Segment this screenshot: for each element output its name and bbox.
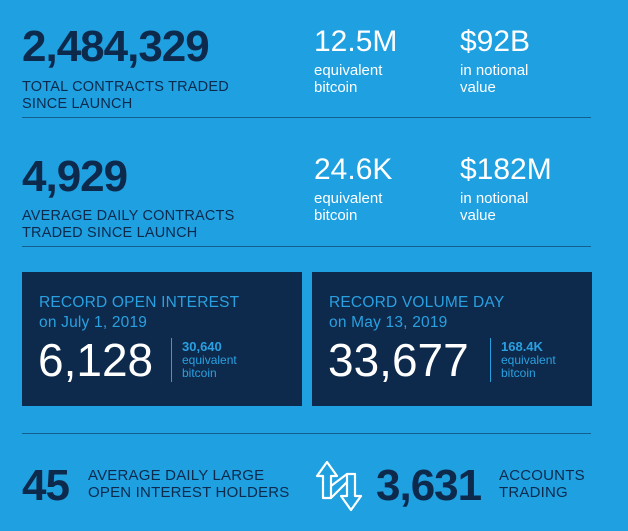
- avg-notional-value: $182M in notional value: [460, 153, 552, 225]
- total-contracts-value: 2,484,329: [22, 22, 210, 71]
- stat-label-line1: equivalent: [314, 190, 383, 207]
- holders-label-line1: AVERAGE DAILY LARGE: [88, 467, 265, 484]
- divider: [22, 117, 591, 118]
- holders-label-line2: OPEN INTEREST HOLDERS: [88, 484, 290, 501]
- card-sub-value: 30,640: [182, 339, 222, 354]
- stat-label-line1: in notional: [460, 62, 529, 79]
- accounts-trading-value: 3,631: [376, 461, 482, 510]
- accounts-label-line2: TRADING: [499, 484, 568, 501]
- stat-label-line2: value: [460, 207, 496, 224]
- accounts-trading-label: ACCOUNTS TRADING: [499, 467, 585, 501]
- stat-value: 24.6K: [314, 153, 393, 186]
- accounts-label-line1: ACCOUNTS: [499, 467, 585, 484]
- stat-label-line2: value: [460, 79, 496, 96]
- card-sub-stat: 168.4K equivalent bitcoin: [501, 339, 556, 380]
- large-oi-holders-value: 45: [22, 461, 70, 510]
- stat-label-line1: equivalent: [314, 62, 383, 79]
- card-title: RECORD VOLUME DAY: [329, 294, 505, 311]
- card-value: 6,128: [38, 334, 154, 386]
- card-title: RECORD OPEN INTEREST: [39, 294, 240, 311]
- large-oi-holders-label: AVERAGE DAILY LARGE OPEN INTEREST HOLDER…: [88, 467, 289, 501]
- card-sub-label-line2: bitcoin: [501, 366, 536, 380]
- stat-label-line2: bitcoin: [314, 207, 358, 224]
- card-sub-label-line1: equivalent: [501, 353, 556, 367]
- exchange-arrows-icon: [315, 460, 363, 512]
- record-open-interest-card: RECORD OPEN INTEREST on July 1, 2019 6,1…: [22, 272, 302, 406]
- total-equivalent-bitcoin: 12.5M equivalent bitcoin: [314, 25, 398, 97]
- total-notional-value: $92B in notional value: [460, 25, 531, 97]
- total-contracts-label-line2: SINCE LAUNCH: [22, 96, 133, 112]
- card-sub-stat: 30,640 equivalent bitcoin: [182, 339, 237, 380]
- stat-label-line2: bitcoin: [314, 79, 358, 96]
- avg-equivalent-bitcoin: 24.6K equivalent bitcoin: [314, 153, 393, 225]
- card-value: 33,677: [328, 334, 469, 386]
- stat-label-line1: in notional: [460, 190, 529, 207]
- record-volume-day-card: RECORD VOLUME DAY on May 13, 2019 33,677…: [312, 272, 592, 406]
- avg-daily-label-line1: AVERAGE DAILY CONTRACTS: [22, 208, 235, 224]
- card-sub-value: 168.4K: [501, 339, 543, 354]
- avg-daily-contracts-label: AVERAGE DAILY CONTRACTS TRADED SINCE LAU…: [22, 208, 234, 242]
- total-contracts-label-line1: TOTAL CONTRACTS TRADED: [22, 79, 229, 95]
- card-date: on July 1, 2019: [39, 314, 148, 331]
- divider: [22, 433, 591, 434]
- stat-value: $182M: [460, 153, 552, 186]
- divider: [22, 246, 591, 247]
- card-divider: [171, 338, 172, 382]
- card-sub-label-line1: equivalent: [182, 353, 237, 367]
- avg-daily-label-line2: TRADED SINCE LAUNCH: [22, 225, 198, 241]
- card-date: on May 13, 2019: [329, 314, 448, 331]
- stat-value: 12.5M: [314, 25, 398, 58]
- card-sub-label-line2: bitcoin: [182, 366, 217, 380]
- stat-value: $92B: [460, 25, 531, 58]
- avg-daily-contracts-value: 4,929: [22, 152, 128, 201]
- card-divider: [490, 338, 491, 382]
- total-contracts-label: TOTAL CONTRACTS TRADED SINCE LAUNCH: [22, 79, 229, 113]
